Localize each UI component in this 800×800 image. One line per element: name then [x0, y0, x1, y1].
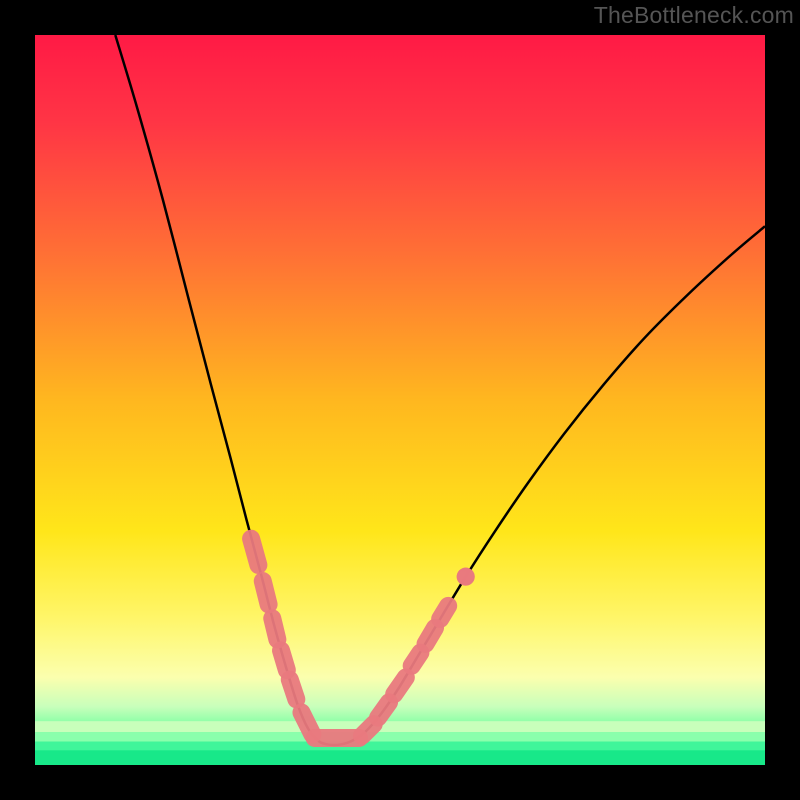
green-band — [35, 721, 765, 732]
plot-background — [35, 35, 765, 765]
bead-segment — [412, 653, 421, 666]
bead-segment — [263, 581, 269, 604]
green-band — [35, 750, 765, 765]
bead-segment — [378, 702, 389, 717]
bead-segment — [440, 606, 448, 619]
bead-segment — [426, 628, 435, 644]
green-band — [35, 742, 765, 751]
green-band — [35, 732, 765, 741]
bead-segment — [281, 650, 287, 670]
watermark-text: TheBottleneck.com — [594, 2, 794, 29]
chart-container: TheBottleneck.com — [0, 0, 800, 800]
bead-segment — [290, 680, 297, 700]
bead-segment — [272, 618, 277, 639]
bead-segment — [394, 677, 406, 694]
bead-segment — [362, 724, 374, 736]
bead-dot — [457, 568, 475, 586]
bead-segment — [251, 539, 258, 565]
chart-svg — [0, 0, 800, 800]
